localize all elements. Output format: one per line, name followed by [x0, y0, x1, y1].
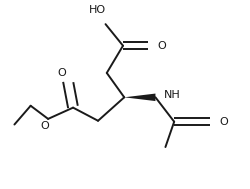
Text: HO: HO — [89, 5, 106, 15]
Text: O: O — [57, 68, 66, 78]
Text: O: O — [157, 41, 166, 51]
Text: O: O — [40, 121, 48, 131]
Text: O: O — [219, 117, 228, 127]
Text: NH: NH — [164, 90, 180, 99]
Polygon shape — [124, 94, 155, 101]
